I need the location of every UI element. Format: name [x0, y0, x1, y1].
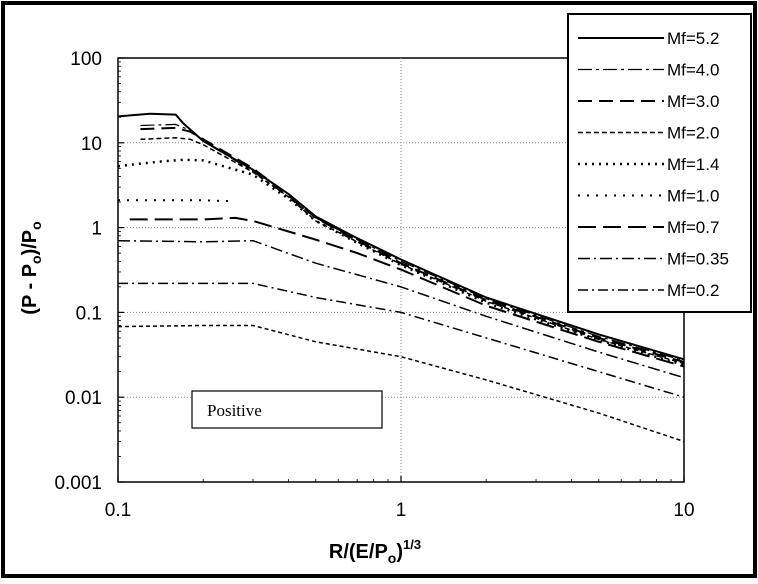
legend-label: Mf=0.7 [667, 218, 719, 237]
series-line-10 [117, 324, 685, 443]
legend-label: Mf=2.0 [667, 124, 719, 143]
series-line-5 [117, 158, 685, 367]
y-tick-label: 10 [81, 134, 102, 155]
legend-label: Mf=5.2 [667, 29, 719, 48]
series-line-2 [140, 123, 685, 362]
x-tick-label: 10 [673, 500, 694, 521]
y-tick-label: 0.001 [54, 473, 102, 494]
y-tick-label: 100 [70, 49, 102, 70]
annotation-box: Positive [191, 390, 383, 429]
legend-label: Mf=1.4 [667, 155, 719, 174]
annotation-text: Positive [207, 401, 262, 420]
series-line-1 [117, 112, 685, 361]
legend-label: Mf=0.35 [667, 250, 729, 269]
legend: Mf=5.2 Mf=4.0 Mf=3.0 Mf=2.0 Mf=1.4 Mf=1.0 Mf=0… [567, 13, 752, 313]
x-axis-title: R/(E/Po)1/3 [329, 537, 421, 566]
legend-label: Mf=1.0 [667, 187, 719, 206]
y-tick-label: 0.01 [65, 388, 102, 409]
series-line-9 [118, 282, 685, 398]
legend-label: Mf=3.0 [667, 92, 719, 111]
x-tick-label: 0.1 [105, 500, 131, 521]
series-line-7 [129, 216, 685, 368]
y-tick-label: 1 [91, 219, 102, 240]
series-line-3 [140, 126, 685, 363]
y-tick-label: 0.1 [76, 303, 102, 324]
legend-label: Mf=4.0 [667, 61, 719, 80]
series-line-8 [117, 239, 685, 379]
y-axis-title: (P - Po)/Po [19, 221, 44, 314]
series-line-4 [140, 136, 685, 365]
series-lines [117, 112, 685, 443]
axis-ticks: 0.1 1 10 100 10 1 0.1 0.01 0.001 [54, 49, 694, 521]
legend-label: Mf=0.2 [667, 281, 719, 300]
x-tick-label: 1 [396, 500, 407, 521]
